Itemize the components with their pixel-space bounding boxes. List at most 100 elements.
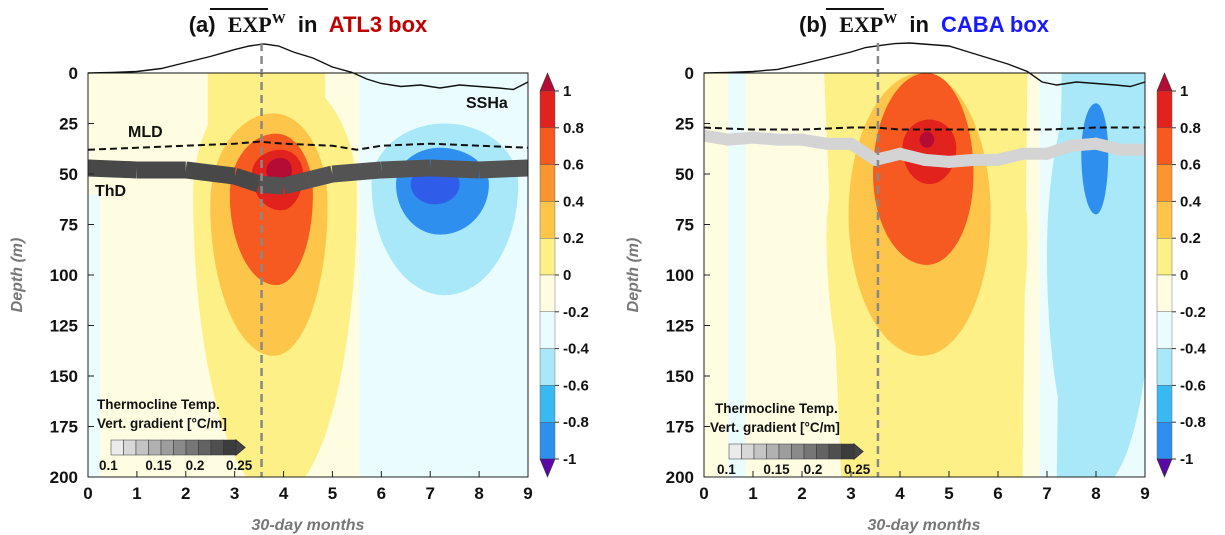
legend-tick-label: 0.1 — [717, 462, 736, 477]
y-axis-label: Depth (m) — [9, 238, 26, 313]
thermocline-depth-segment — [478, 159, 528, 179]
contour-level — [919, 131, 935, 148]
legend-swatch — [828, 443, 842, 460]
colorbar-tick-label: 0.2 — [1180, 230, 1201, 247]
thermocline-depth-segment — [258, 175, 285, 195]
colorbar-tick-label: 0.4 — [563, 193, 585, 210]
y-axis-label: Depth (m) — [625, 238, 642, 313]
legend-swatch — [816, 443, 830, 460]
colorbar-tick-label: -0.6 — [1180, 377, 1206, 394]
colorbar-arrow-bottom — [539, 458, 556, 478]
colorbar-segment — [1156, 90, 1173, 128]
colorbar-segment — [1156, 311, 1173, 349]
y-tick-label: 175 — [666, 418, 694, 437]
colorbar-segment — [1156, 164, 1173, 202]
legend-swatch — [210, 439, 224, 456]
colorbar-tick-label: -0.2 — [563, 304, 589, 321]
title-superscript: W — [272, 12, 286, 27]
legend-swatch — [223, 439, 237, 456]
legend-swatch — [753, 443, 767, 460]
legend-swatch — [173, 439, 187, 456]
panel-a: 0 1 2 3 4 5 6 7 8 9 0 25 50 75 100 125 150 175 200 30-day… — [9, 8, 533, 534]
title-prefix: (a) — [189, 12, 216, 37]
legend-title-line2: Vert. gradient [°C/m] — [710, 420, 840, 435]
ssha-curve — [703, 42, 1146, 88]
colorbar-tick-label: 1 — [563, 83, 571, 100]
legend-tick-label: 0.1 — [99, 458, 118, 473]
y-tick-label: 125 — [50, 317, 78, 336]
legend-tick-label: 0.2 — [804, 462, 823, 477]
title-variable: EXP — [839, 12, 883, 37]
x-tick-label: 7 — [425, 484, 434, 503]
legend-swatch — [135, 439, 149, 456]
x-axis-label: 30-day months — [868, 517, 981, 534]
title-prefix: (b) — [799, 12, 827, 37]
x-tick-labels: 0 1 2 3 4 5 6 7 8 9 — [699, 484, 1149, 503]
y-tick-label: 100 — [50, 266, 78, 285]
colorbar-tick-label: 0.6 — [563, 157, 584, 174]
colorbar-segment — [539, 348, 556, 386]
colorbar-segment — [539, 90, 556, 128]
colorbar-segment — [539, 237, 556, 276]
legend-tick-label: 0.15 — [763, 462, 790, 477]
legend-swatch — [803, 443, 817, 460]
colorbar-segment — [1156, 201, 1173, 239]
colorbar-segment — [539, 274, 556, 312]
ssha-label: SSHa — [466, 95, 508, 112]
colorbar-tick-label: 0 — [563, 267, 571, 284]
thermocline-legend: Thermocline Temp. Vert. gradient [°C/m] … — [97, 397, 253, 473]
field-band — [728, 73, 746, 477]
legend-tick-label: 0.15 — [145, 458, 172, 473]
x-tick-label: 8 — [474, 484, 483, 503]
thermocline-depth-segment — [331, 161, 383, 183]
x-tick-label: 5 — [328, 484, 337, 503]
x-tick-label: 4 — [895, 484, 905, 503]
colorbar-arrow-top — [539, 72, 556, 92]
y-tick-label: 125 — [666, 317, 694, 336]
mld-label: MLD — [128, 124, 163, 141]
colorbar-tick-label: 0.2 — [563, 230, 584, 247]
legend-swatch — [841, 443, 855, 460]
legend-tick-label: 0.25 — [844, 462, 871, 477]
y-tick-label: 100 — [666, 266, 694, 285]
y-tick-label: 0 — [69, 64, 78, 83]
x-tick-label: 6 — [377, 484, 386, 503]
y-tick-label: 200 — [50, 468, 78, 487]
legend-tick-labels: 0.1 0.15 0.2 0.25 — [99, 458, 253, 473]
thermocline-depth-segment — [184, 161, 236, 185]
thermocline-legend: Thermocline Temp. Vert. gradient [°C/m] … — [710, 401, 871, 477]
thd-label: ThD — [95, 183, 126, 200]
colorbar-tick-label: -0.8 — [1180, 414, 1206, 431]
legend-tick-label: 0.25 — [226, 458, 253, 473]
colorbar-segment — [1156, 422, 1173, 460]
mixed-layer-depth-line — [88, 140, 528, 151]
thermocline-depth-segment — [88, 159, 138, 179]
y-tick-label: 0 — [685, 64, 694, 83]
legend-swatch — [778, 443, 792, 460]
x-tick-label: 6 — [993, 484, 1002, 503]
ssha-curve — [87, 43, 529, 91]
legend-swatch — [123, 439, 137, 456]
title-in: in — [909, 12, 929, 37]
colorbar-tick-label: -0.4 — [1180, 341, 1207, 358]
x-tick-label: 0 — [699, 484, 708, 503]
title-box-name: ATL3 box — [329, 12, 428, 37]
colorbar-segment — [1156, 237, 1173, 276]
colorbar-arrow-top — [1156, 72, 1173, 92]
colorbar-b-ticks: 1 0.8 0.6 0.4 0.2 0 -0.2 -0.4 -0.6 -0.8 -1 — [1172, 83, 1207, 468]
legend-swatch — [741, 443, 755, 460]
y-tick-label: 200 — [666, 468, 694, 487]
title-superscript: W — [883, 12, 897, 27]
legend-swatch — [185, 439, 199, 456]
y-tick-label: 25 — [675, 115, 694, 134]
legend-swatch — [728, 443, 742, 460]
x-tick-label: 2 — [797, 484, 806, 503]
colorbar-tick-label: -1 — [563, 451, 576, 468]
y-tick-label: 150 — [50, 367, 78, 386]
legend-swatch — [766, 443, 780, 460]
panel-b: 0 1 2 3 4 5 6 7 8 9 0 25 50 75 100 125 150 175 200 30-day… — [625, 8, 1150, 534]
x-tick-label: 5 — [944, 484, 953, 503]
colorbar-segment — [539, 385, 556, 423]
colorbar-a — [539, 72, 556, 478]
x-tick-label: 1 — [132, 484, 141, 503]
